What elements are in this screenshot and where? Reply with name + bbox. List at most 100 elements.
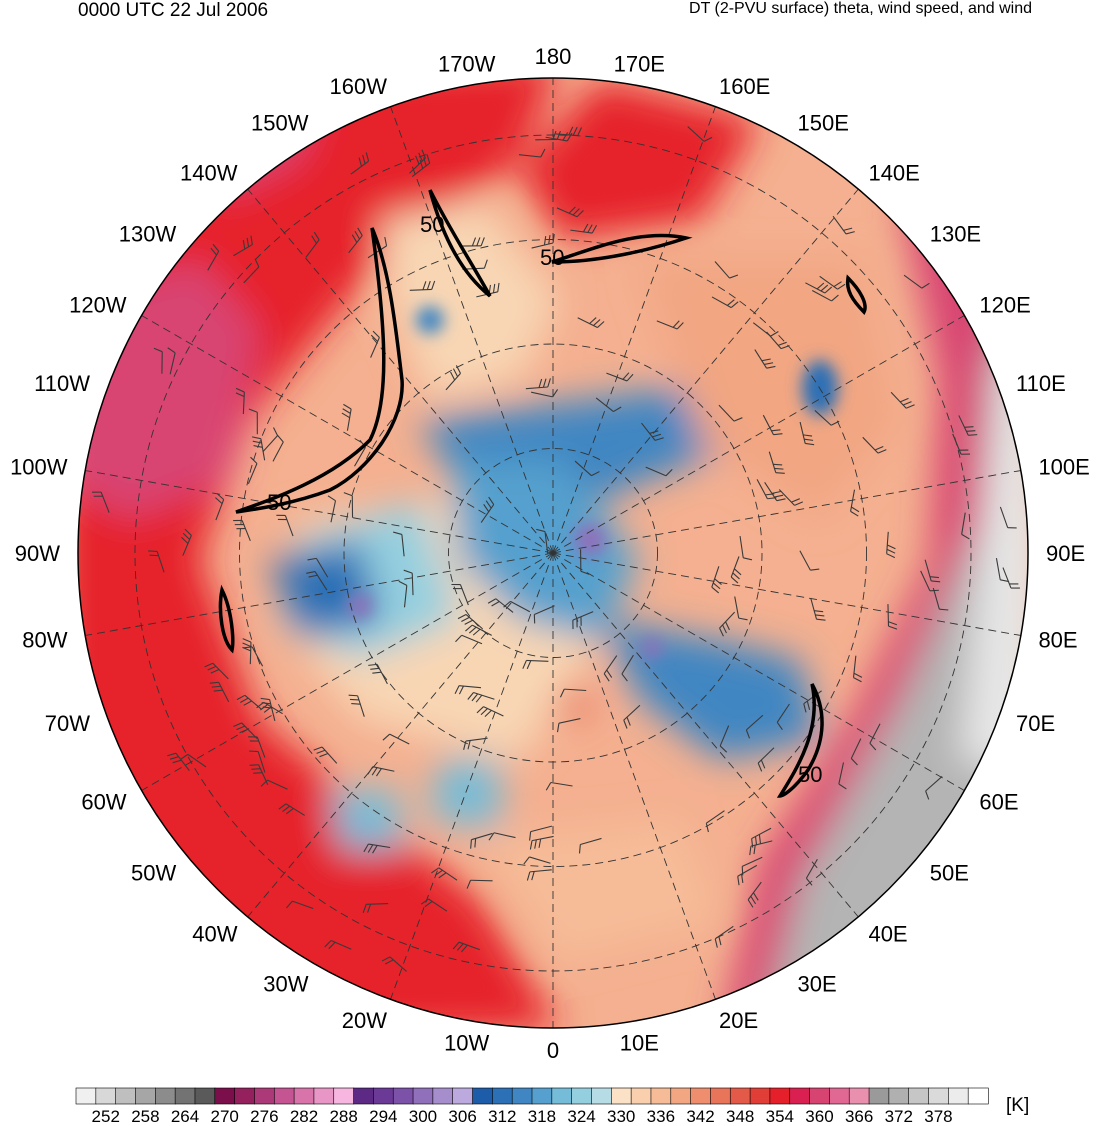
meridian-line <box>247 552 554 918</box>
colorbar-swatch <box>273 1087 295 1105</box>
meridian-line <box>85 470 554 554</box>
longitude-label: 50E <box>930 860 969 885</box>
wind-barb <box>932 587 949 611</box>
colorbar-swatch <box>472 1087 493 1105</box>
wind-barb <box>718 404 743 422</box>
wind-barb <box>233 722 258 740</box>
wind-barb <box>887 604 898 630</box>
colorbar: 252 258 264 270 276 282 288 294 300 306 312 318 324 3… <box>75 1087 989 1126</box>
longitude-label: 40E <box>868 922 907 947</box>
longitude-label: 30E <box>798 971 837 996</box>
wind-barb <box>595 397 622 413</box>
colorbar-swatch <box>333 1087 355 1105</box>
colorbar-swatch <box>95 1087 117 1105</box>
wind-barb <box>1002 567 1020 589</box>
wind-barb <box>167 752 190 771</box>
colorbar-unit: [K] <box>1006 1095 1030 1116</box>
wind-barbs <box>92 126 1020 972</box>
wind-barb <box>313 746 338 764</box>
wind-barb <box>278 803 305 816</box>
wind-barb <box>545 132 573 142</box>
colorbar-tick-label: 336 <box>647 1107 675 1126</box>
contour-label: 50 <box>267 490 291 515</box>
wind-barb <box>431 867 458 881</box>
wind-barb <box>167 347 176 375</box>
colorbar-swatch <box>551 1087 573 1105</box>
longitude-label: 120E <box>979 293 1030 318</box>
colorbar-swatch <box>729 1087 751 1105</box>
wind-speed-contours <box>218 189 867 798</box>
meridian-line <box>141 315 554 554</box>
colorbar-swatch <box>611 1087 632 1105</box>
wind-barb <box>645 466 673 477</box>
colorbar-tick-label: 378 <box>924 1107 952 1126</box>
meridian-line <box>552 552 716 1000</box>
wind-barb <box>805 858 818 886</box>
longitude-label: 50W <box>131 860 176 885</box>
colorbar-swatch <box>789 1087 811 1105</box>
wind-barb <box>247 456 258 484</box>
wind-barb <box>852 655 863 683</box>
colorbar-tick-label: 306 <box>448 1107 476 1126</box>
wind-barb <box>925 776 943 800</box>
colorbar-swatch <box>571 1087 593 1105</box>
colorbar-swatch <box>888 1087 910 1105</box>
longitude-label: 40W <box>192 922 237 947</box>
colorbar-swatch <box>531 1087 553 1105</box>
wind-barb <box>522 659 549 670</box>
meridian-line <box>552 552 859 918</box>
wind-barb <box>903 274 930 289</box>
wind-barb <box>470 832 493 849</box>
wind-barb <box>603 655 618 682</box>
wind-barb <box>739 535 753 561</box>
wind-barb <box>382 733 410 745</box>
wind-barb <box>656 320 684 330</box>
longitude-label: 80E <box>1038 627 1077 652</box>
wind-barb <box>545 781 573 791</box>
wind-barb <box>463 737 488 750</box>
colorbar-tick-label: 270 <box>211 1107 239 1126</box>
longitude-label: 130E <box>930 222 981 247</box>
wind-barb <box>215 493 225 521</box>
wind-barb <box>487 598 514 613</box>
colorbar-swatch <box>492 1087 513 1105</box>
longitude-label: 180 <box>535 44 572 69</box>
longitude-label: 130W <box>119 222 177 247</box>
colorbar-swatch <box>848 1087 870 1105</box>
longitude-label: 60E <box>979 790 1018 815</box>
parallel-line <box>448 448 658 658</box>
valid-time-label: 0000 UTC 22 Jul 2006 <box>78 0 269 21</box>
wind-barb <box>752 322 779 337</box>
wind-barb <box>714 261 739 279</box>
colorbar-tick-label: 300 <box>409 1107 437 1126</box>
longitude-label: 90E <box>1046 541 1085 566</box>
wind-barb <box>714 925 734 948</box>
wind-barb <box>529 835 554 850</box>
meridian-line <box>85 552 554 636</box>
colorbar-tick-label: 276 <box>250 1107 278 1126</box>
longitude-label: 0 <box>547 1038 559 1063</box>
colorbar-swatch <box>155 1087 176 1105</box>
wind-barb <box>768 451 785 474</box>
colorbar-swatch <box>967 1087 989 1105</box>
wind-barb <box>810 597 826 621</box>
wind-barb <box>249 750 266 773</box>
wind-barb <box>526 869 552 881</box>
wind-barb <box>457 613 483 630</box>
colorbar-tick-label: 288 <box>329 1107 357 1126</box>
wind-barb <box>368 663 388 685</box>
wind-barb <box>570 223 598 234</box>
colorbar-swatch <box>452 1087 474 1105</box>
contour-label: 50 <box>798 762 822 787</box>
colorbar-tick-label: 324 <box>567 1107 595 1126</box>
longitude-label: 140W <box>180 160 238 185</box>
colorbar-swatch <box>214 1087 236 1105</box>
contour-label: 50 <box>540 245 564 270</box>
longitude-label: 160E <box>719 74 770 99</box>
wind-barb <box>819 275 846 290</box>
wind-barb <box>924 559 941 583</box>
wind-barb <box>572 611 594 630</box>
wind-barb <box>711 566 722 594</box>
meridian-line <box>390 552 554 1000</box>
